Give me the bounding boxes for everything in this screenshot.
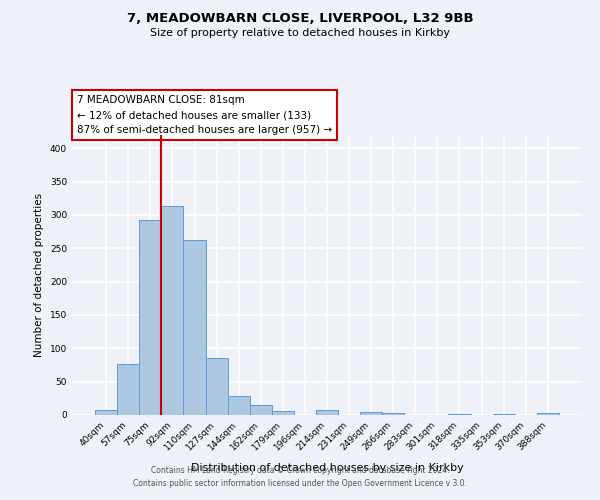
Bar <box>382 413 404 415</box>
Text: Size of property relative to detached houses in Kirkby: Size of property relative to detached ho… <box>150 28 450 38</box>
Bar <box>250 405 272 415</box>
Text: 7 MEADOWBARN CLOSE: 81sqm
← 12% of detached houses are smaller (133)
87% of semi: 7 MEADOWBARN CLOSE: 81sqm ← 12% of detac… <box>77 96 332 135</box>
Bar <box>161 206 184 415</box>
Bar <box>117 364 139 415</box>
Text: Contains HM Land Registry data © Crown copyright and database right 2024.
Contai: Contains HM Land Registry data © Crown c… <box>133 466 467 487</box>
X-axis label: Distribution of detached houses by size in Kirkby: Distribution of detached houses by size … <box>191 463 463 473</box>
Y-axis label: Number of detached properties: Number of detached properties <box>34 193 44 357</box>
Bar <box>316 410 338 415</box>
Bar <box>184 240 206 415</box>
Bar <box>448 414 470 415</box>
Bar <box>272 411 294 415</box>
Bar <box>206 358 227 415</box>
Bar <box>139 220 161 415</box>
Bar <box>537 413 559 415</box>
Bar <box>227 396 250 415</box>
Text: 7, MEADOWBARN CLOSE, LIVERPOOL, L32 9BB: 7, MEADOWBARN CLOSE, LIVERPOOL, L32 9BB <box>127 12 473 26</box>
Bar <box>493 414 515 415</box>
Bar <box>360 412 382 415</box>
Bar <box>95 410 117 415</box>
